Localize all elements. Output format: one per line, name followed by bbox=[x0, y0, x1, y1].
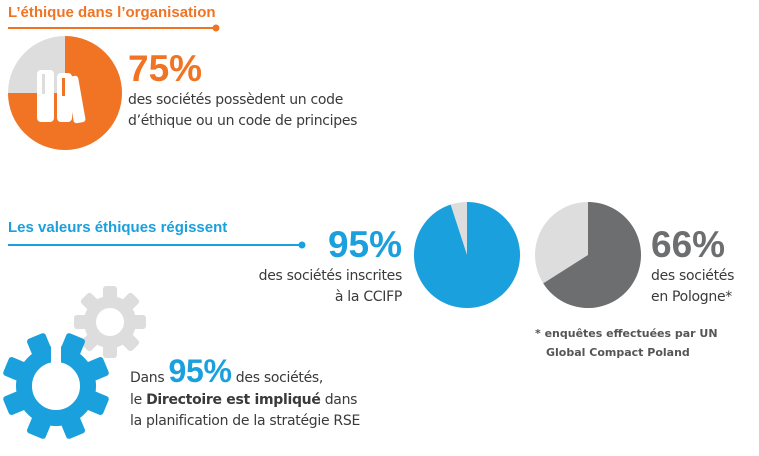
section2-title: Les valeurs éthiques régissent bbox=[8, 219, 228, 236]
gear-ring bbox=[84, 296, 136, 348]
section3-line3: la planification de la stratégie RSE bbox=[130, 413, 360, 429]
section3-l2c: dans bbox=[320, 392, 358, 408]
footnote-2: Global Compact Poland bbox=[546, 346, 690, 359]
pie-poland bbox=[535, 201, 641, 308]
section1-title: L’éthique dans l’organisation bbox=[8, 4, 216, 21]
gear-blue-icon bbox=[3, 332, 109, 439]
section1-rule-dot bbox=[212, 24, 220, 32]
section2-rule-dot bbox=[298, 241, 306, 249]
section3-value: 95% bbox=[168, 353, 232, 389]
gear-gray-icon bbox=[74, 286, 146, 358]
poland-text-1: des sociétés bbox=[651, 268, 735, 284]
poland-text-2: en Pologne* bbox=[651, 289, 732, 305]
section3-post: des sociétés, bbox=[231, 370, 324, 386]
section3-bold: Directoire est impliqué bbox=[146, 392, 321, 408]
pie-poland-slice bbox=[543, 201, 641, 308]
ccifp-value: 95% bbox=[327, 224, 402, 265]
section1-text-2: d’éthique ou un code de principes bbox=[128, 113, 358, 129]
footnote-1: * enquêtes effectuées par UN bbox=[535, 327, 718, 340]
section3-line1: Dans 95% des sociétés, bbox=[130, 355, 323, 387]
section3-l2a: le bbox=[130, 392, 147, 408]
ccifp-text-2: à la CCIFP bbox=[334, 289, 402, 305]
section3-pre: Dans bbox=[130, 370, 165, 386]
books-icon bbox=[37, 70, 86, 124]
section1-text-1: des sociétés possèdent un code bbox=[128, 92, 344, 108]
section3-line2: le Directoire est impliqué dans bbox=[130, 390, 357, 410]
pie-ccifp bbox=[414, 202, 521, 308]
pie-ccifp-slice bbox=[414, 202, 521, 308]
poland-value: 66% bbox=[651, 224, 726, 265]
section1-value: 75% bbox=[128, 48, 203, 89]
gear-gap bbox=[51, 332, 61, 364]
ccifp-text-1: des sociétés inscrites bbox=[258, 268, 403, 284]
